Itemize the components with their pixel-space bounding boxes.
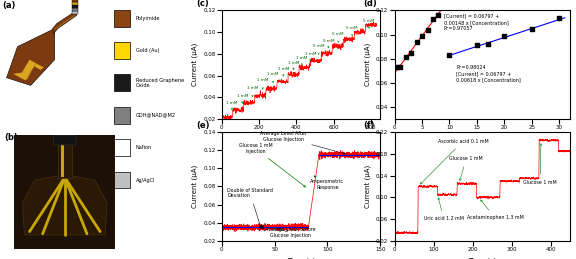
Point: [555, 16, 564, 20]
Y-axis label: Current (μA): Current (μA): [364, 165, 370, 208]
Point: [429, 17, 438, 21]
X-axis label: Concentration (mM): Concentration (mM): [448, 136, 517, 142]
FancyBboxPatch shape: [114, 107, 130, 124]
X-axis label: Time (s): Time (s): [287, 258, 315, 259]
Text: (b): (b): [5, 133, 18, 142]
Text: 1 mM: 1 mM: [288, 61, 299, 70]
Y-axis label: Current (μA): Current (μA): [191, 165, 198, 208]
Text: 1 mM: 1 mM: [305, 52, 316, 61]
Point: [412, 40, 421, 44]
FancyBboxPatch shape: [71, 11, 78, 14]
FancyBboxPatch shape: [61, 141, 64, 177]
Text: 1 mM: 1 mM: [296, 56, 308, 65]
Point: [423, 27, 432, 32]
Text: 5 mM: 5 mM: [323, 39, 334, 48]
Text: Nafion: Nafion: [136, 145, 152, 150]
Polygon shape: [22, 175, 107, 235]
Text: 1 mM: 1 mM: [267, 71, 279, 83]
X-axis label: Time (s): Time (s): [468, 258, 497, 259]
FancyBboxPatch shape: [114, 42, 130, 59]
Point: [401, 55, 410, 59]
Text: (a): (a): [2, 1, 16, 10]
Point: [445, 53, 454, 57]
Point: [439, 3, 449, 7]
Point: [434, 13, 443, 17]
Point: [418, 34, 427, 38]
Text: (c): (c): [196, 0, 209, 8]
Polygon shape: [54, 15, 75, 30]
FancyBboxPatch shape: [114, 10, 130, 26]
Y-axis label: Current (μA): Current (μA): [191, 43, 198, 86]
Text: Amperometric
Response: Amperometric Response: [310, 176, 344, 190]
Text: R²=0.98024
[Current] = 0.06797 +
0.00618 x [Concentration]: R²=0.98024 [Current] = 0.06797 + 0.00618…: [456, 65, 521, 82]
FancyBboxPatch shape: [71, 2, 78, 5]
Text: 1 mM: 1 mM: [278, 67, 289, 76]
Polygon shape: [13, 60, 36, 80]
Text: Gold (Au): Gold (Au): [136, 48, 159, 53]
FancyBboxPatch shape: [71, 5, 78, 8]
Text: 1 mM: 1 mM: [237, 94, 248, 103]
Text: 1 mM: 1 mM: [257, 78, 268, 89]
FancyBboxPatch shape: [71, 8, 78, 11]
Point: [500, 34, 509, 38]
Point: [393, 65, 402, 69]
Y-axis label: Current (μA): Current (μA): [364, 43, 370, 86]
FancyBboxPatch shape: [114, 139, 130, 156]
Polygon shape: [58, 138, 72, 178]
Text: Average Level After
Glucose Injection: Average Level After Glucose Injection: [260, 131, 345, 154]
Text: Ascorbic acid 0.1 mM: Ascorbic acid 0.1 mM: [420, 139, 488, 184]
Text: (e): (e): [196, 121, 210, 130]
Text: 1 mM: 1 mM: [247, 86, 258, 97]
Text: Double of Standard
Deviation: Double of Standard Deviation: [227, 188, 273, 228]
FancyBboxPatch shape: [114, 74, 130, 91]
Point: [445, 0, 454, 1]
Text: 5 mM: 5 mM: [363, 19, 375, 28]
Point: [396, 65, 405, 69]
FancyBboxPatch shape: [71, 0, 78, 2]
Text: 5 mM: 5 mM: [332, 32, 344, 42]
Text: [Current] = 0.06797 +
0.00148 x [Concentration]
R²=0.97057: [Current] = 0.06797 + 0.00148 x [Concent…: [444, 14, 509, 31]
Text: Reduced Graphene
Oxide: Reduced Graphene Oxide: [136, 78, 184, 88]
X-axis label: Time (s): Time (s): [287, 136, 315, 142]
Polygon shape: [25, 63, 44, 80]
Text: Average Level Before
Glucose Injection: Average Level Before Glucose Injection: [265, 227, 316, 238]
Text: Polyimide: Polyimide: [136, 16, 160, 21]
Text: (f): (f): [363, 121, 374, 130]
Text: Uric acid 1.2 mM: Uric acid 1.2 mM: [424, 198, 464, 221]
Text: Acetaminophen 1.3 mM: Acetaminophen 1.3 mM: [467, 200, 524, 220]
Text: Ag/AgCl: Ag/AgCl: [136, 177, 155, 183]
Text: 5 mM: 5 mM: [313, 44, 324, 54]
FancyBboxPatch shape: [54, 136, 76, 145]
Point: [407, 51, 416, 55]
Text: Glucose 1 mM: Glucose 1 mM: [449, 156, 483, 181]
FancyBboxPatch shape: [14, 135, 115, 249]
Point: [472, 43, 482, 47]
Point: [483, 42, 492, 46]
Text: 5 mM: 5 mM: [346, 26, 358, 36]
Text: Glucose 1 mM
injection: Glucose 1 mM injection: [238, 143, 305, 187]
FancyBboxPatch shape: [114, 171, 130, 188]
Polygon shape: [52, 10, 77, 34]
Text: GDH@NAD@M2: GDH@NAD@M2: [136, 113, 176, 118]
Text: (d): (d): [363, 0, 377, 8]
Text: 1 mM: 1 mM: [226, 101, 238, 110]
Polygon shape: [6, 28, 55, 85]
Text: Glucose 1 mM: Glucose 1 mM: [524, 144, 557, 185]
Point: [527, 26, 536, 31]
